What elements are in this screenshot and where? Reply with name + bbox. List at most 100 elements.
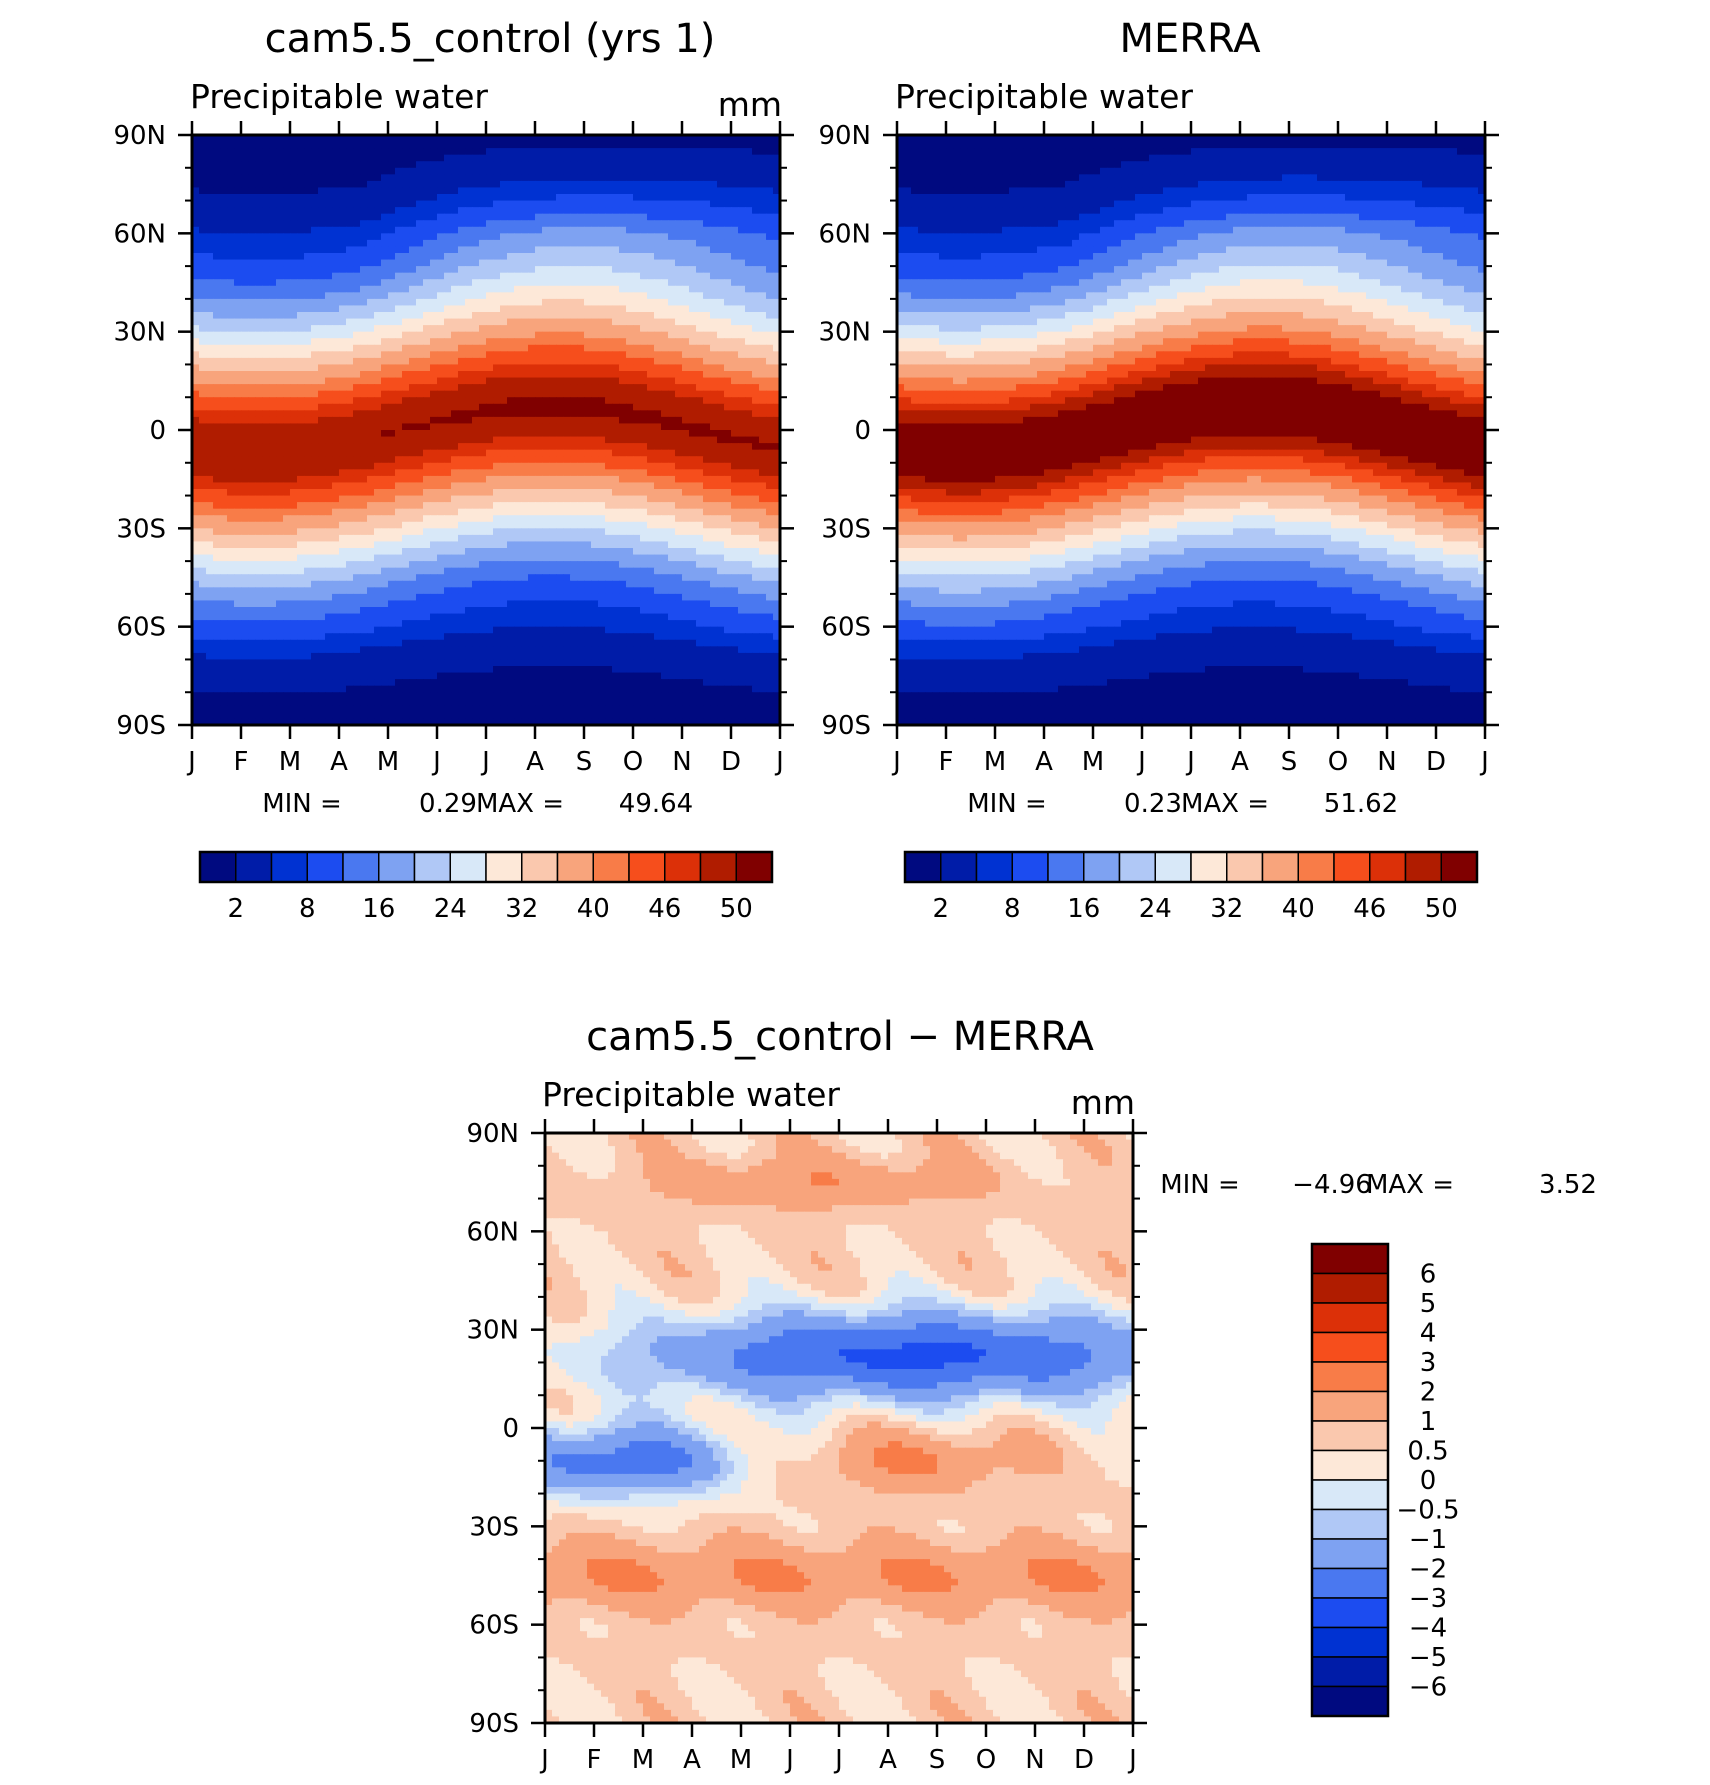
- field-cell: [486, 508, 494, 516]
- field-cell: [640, 135, 648, 143]
- field-cell: [430, 312, 438, 320]
- field-cell: [311, 161, 319, 169]
- field-cell: [661, 443, 669, 451]
- field-cell: [619, 502, 627, 510]
- field-cell: [759, 475, 767, 484]
- field-cell: [472, 377, 480, 385]
- field-cell: [633, 233, 641, 241]
- field-cell: [262, 325, 270, 333]
- field-cell: [360, 475, 368, 484]
- field-cell: [584, 266, 592, 274]
- field-cell: [304, 449, 312, 457]
- field-cell: [472, 331, 480, 339]
- field-cell: [339, 253, 347, 261]
- field-cell: [717, 272, 725, 280]
- field-cell: [395, 220, 403, 228]
- field-cell: [661, 259, 669, 267]
- field-cell: [507, 410, 515, 418]
- field-cell: [430, 416, 438, 425]
- field-cell: [710, 416, 718, 425]
- field-cell: [542, 489, 550, 497]
- field-cell: [514, 338, 522, 346]
- field-cell: [598, 443, 606, 451]
- field-cell: [311, 194, 319, 202]
- field-cell: [395, 443, 403, 451]
- field-cell: [409, 194, 417, 202]
- field-cell: [605, 298, 613, 307]
- field-cell: [311, 285, 319, 293]
- field-cell: [332, 279, 340, 287]
- field-cell: [199, 154, 207, 162]
- field-cell: [633, 331, 641, 339]
- field-cell: [710, 410, 718, 418]
- field-cell: [514, 298, 522, 307]
- field-cell: [409, 259, 417, 267]
- field-cell: [556, 357, 564, 366]
- field-cell: [346, 430, 354, 438]
- field-cell: [269, 351, 277, 359]
- field-cell: [703, 266, 711, 274]
- field-cell: [192, 403, 200, 411]
- field-cell: [297, 331, 305, 339]
- field-cell: [465, 154, 473, 162]
- field-cell: [339, 508, 347, 516]
- field-cell: [675, 174, 683, 182]
- field-cell: [486, 298, 494, 307]
- field-cell: [619, 489, 627, 497]
- field-cell: [220, 351, 228, 359]
- field-cell: [514, 312, 522, 320]
- field-cell: [486, 436, 494, 444]
- field-cell: [528, 233, 536, 241]
- field-cell: [381, 443, 389, 451]
- field-cell: [766, 384, 774, 392]
- field-cell: [773, 220, 780, 228]
- field-cell: [724, 187, 732, 195]
- field-cell: [654, 475, 662, 484]
- field-cell: [465, 416, 473, 425]
- field-cell: [437, 344, 445, 352]
- field-cell: [731, 266, 739, 274]
- field-cell: [668, 266, 676, 274]
- field-cell: [283, 515, 291, 523]
- field-cell: [409, 377, 417, 385]
- field-cell: [360, 266, 368, 274]
- field-cell: [577, 141, 585, 149]
- field-cell: [773, 403, 780, 411]
- field-cell: [262, 207, 270, 215]
- field-cell: [717, 161, 725, 169]
- field-cell: [213, 521, 221, 529]
- field-cell: [255, 325, 263, 333]
- field-cell: [759, 331, 767, 339]
- field-cell: [542, 167, 550, 175]
- field-cell: [563, 239, 571, 248]
- field-cell: [493, 469, 501, 477]
- field-cell: [549, 135, 557, 143]
- field-cell: [528, 371, 536, 379]
- field-cell: [206, 246, 214, 254]
- field-cell: [710, 456, 718, 464]
- field-cell: [297, 279, 305, 287]
- field-cell: [332, 377, 340, 385]
- field-cell: [724, 416, 732, 425]
- field-cell: [556, 226, 564, 234]
- field-cell: [738, 489, 746, 497]
- field-cell: [528, 167, 536, 175]
- field-cell: [766, 239, 774, 248]
- field-cell: [570, 344, 578, 352]
- field-cell: [234, 285, 242, 293]
- field-cell: [773, 207, 780, 215]
- field-cell: [507, 272, 515, 280]
- field-cell: [269, 272, 277, 280]
- field-cell: [360, 194, 368, 202]
- field-cell: [507, 351, 515, 359]
- field-cell: [591, 416, 599, 425]
- field-cell: [696, 272, 704, 280]
- field-cell: [493, 187, 501, 195]
- field-cell: [556, 410, 564, 418]
- field-cell: [269, 259, 277, 267]
- field-cell: [486, 403, 494, 411]
- field-cell: [318, 521, 326, 529]
- field-cell: [290, 436, 298, 444]
- field-cell: [773, 456, 780, 464]
- field-cell: [591, 482, 599, 490]
